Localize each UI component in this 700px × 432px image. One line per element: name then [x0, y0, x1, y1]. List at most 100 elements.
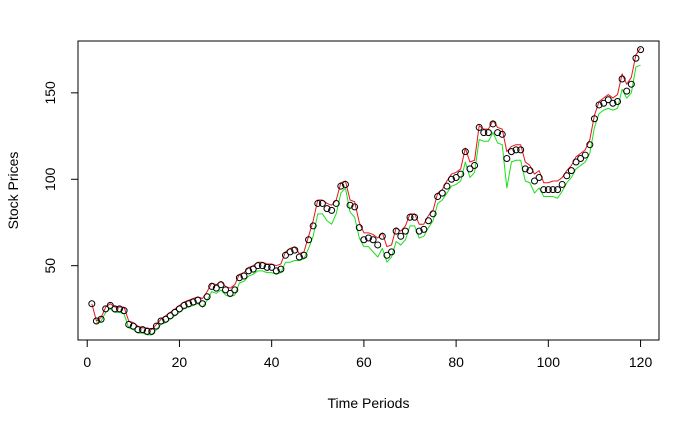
data-point — [282, 251, 289, 259]
data-point — [374, 241, 382, 249]
series-layer — [88, 46, 645, 336]
data-point — [143, 327, 151, 335]
data-point — [175, 305, 183, 313]
data-point — [351, 203, 359, 211]
data-point — [378, 232, 386, 240]
data-point — [360, 236, 368, 244]
data-point — [614, 97, 621, 105]
x-tick-label: 60 — [356, 354, 372, 370]
data-point — [97, 315, 105, 323]
data-point — [245, 267, 253, 275]
data-point — [180, 301, 188, 309]
data-point — [577, 155, 585, 163]
data-point — [567, 167, 575, 175]
data-point — [120, 307, 128, 315]
data-point — [263, 263, 271, 271]
data-point — [189, 298, 197, 306]
data-point — [406, 213, 414, 221]
data-point — [365, 234, 372, 242]
data-point — [148, 327, 156, 335]
data-point — [162, 315, 170, 323]
data-point — [517, 146, 525, 154]
data-point — [443, 182, 451, 190]
data-point — [129, 322, 137, 330]
data-point — [355, 224, 363, 232]
x-tick-label: 20 — [172, 354, 188, 370]
data-point — [424, 217, 432, 225]
data-point — [512, 146, 520, 154]
data-point — [581, 151, 589, 159]
data-point — [268, 263, 276, 271]
data-point — [240, 272, 248, 280]
data-point — [388, 248, 396, 256]
data-point — [106, 301, 114, 309]
data-point — [295, 253, 303, 261]
data-point — [411, 213, 419, 221]
y-tick-label: 150 — [42, 81, 58, 105]
data-point — [632, 54, 640, 62]
data-point — [484, 129, 492, 137]
data-point — [369, 236, 377, 244]
data-point — [623, 87, 631, 95]
x-tick-label: 80 — [448, 354, 464, 370]
x-tick-label: 100 — [537, 354, 561, 370]
data-point — [480, 129, 488, 137]
data-point — [157, 317, 165, 325]
data-point — [586, 141, 594, 149]
data-point — [258, 262, 266, 270]
data-point — [254, 262, 262, 270]
data-point — [549, 186, 557, 194]
data-point — [102, 305, 110, 313]
data-point — [466, 165, 474, 173]
data-point — [318, 199, 326, 207]
data-point — [171, 308, 179, 316]
data-point — [609, 99, 617, 107]
data-point — [217, 281, 225, 289]
data-point — [185, 300, 193, 308]
axes-layer: 0 20 40 60 80 100 120 50 100 150 — [42, 81, 652, 370]
data-point — [231, 286, 239, 294]
data-point — [415, 227, 423, 235]
data-point — [291, 246, 299, 254]
data-point — [203, 293, 211, 301]
data-point — [314, 199, 322, 207]
plot-frame — [77, 40, 660, 341]
data-point — [452, 174, 460, 182]
data-point — [235, 274, 243, 282]
data-point — [627, 80, 635, 88]
y-axis-title: Stock Prices — [5, 152, 21, 230]
data-point — [600, 99, 608, 107]
data-point — [429, 210, 437, 218]
data-point — [521, 165, 529, 173]
data-point — [448, 175, 455, 183]
data-point — [272, 267, 280, 275]
data-point — [305, 236, 313, 244]
data-point — [457, 170, 465, 178]
data-point — [461, 148, 469, 156]
data-point — [194, 296, 202, 304]
data-point — [88, 300, 96, 308]
data-point — [383, 251, 391, 259]
data-point — [554, 186, 562, 194]
data-point — [563, 172, 571, 180]
data-point — [494, 129, 502, 137]
data-point — [92, 317, 100, 325]
data-point — [309, 222, 317, 230]
data-point — [286, 248, 294, 256]
data-point — [139, 326, 147, 334]
data-point — [438, 189, 446, 197]
data-point — [475, 123, 483, 131]
data-point — [558, 180, 566, 188]
data-point — [618, 75, 626, 83]
data-point — [300, 251, 308, 259]
data-point — [125, 320, 133, 328]
data-point — [507, 148, 515, 156]
data-point — [540, 186, 548, 194]
data-point — [544, 186, 552, 194]
data-point — [328, 206, 336, 214]
data-point — [535, 174, 543, 182]
data-point — [489, 120, 497, 128]
data-point — [498, 130, 506, 138]
data-point — [199, 300, 206, 308]
x-axis-title: Time Periods — [328, 395, 410, 411]
